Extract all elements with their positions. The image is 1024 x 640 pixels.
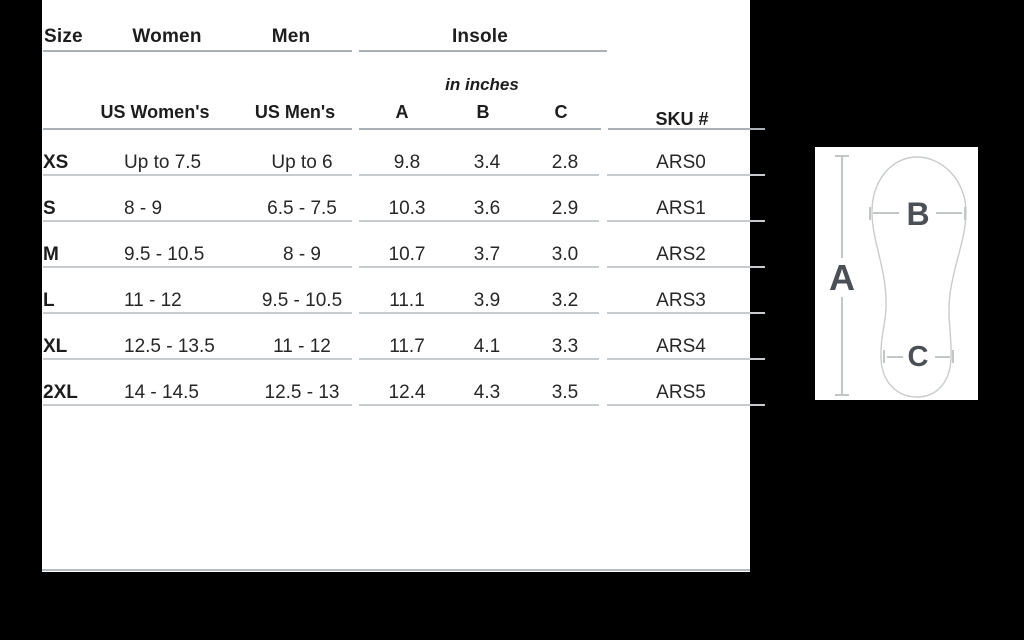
row-divider — [359, 404, 599, 406]
cell-c: 2.9 — [551, 198, 579, 219]
cell-women: Up to 7.5 — [124, 152, 202, 173]
row-divider — [607, 220, 765, 222]
header-rule-sku — [608, 128, 765, 130]
col-group-men: Men — [271, 26, 311, 47]
cell-b: 3.7 — [473, 244, 501, 265]
cell-sku: ARS3 — [656, 290, 706, 311]
row-divider — [43, 404, 352, 406]
col-header-c: C — [554, 102, 568, 122]
unit-note: in inches — [445, 75, 519, 94]
cell-women: 9.5 - 10.5 — [124, 244, 205, 265]
row-divider — [359, 312, 599, 314]
cell-women: 12.5 - 13.5 — [124, 336, 215, 357]
measure-b-right-tick — [964, 207, 966, 220]
cell-sku: ARS4 — [656, 336, 706, 357]
col-group-women: Women — [132, 26, 202, 47]
col-header-a: A — [395, 102, 409, 122]
size-chart-panel — [42, 0, 750, 572]
cell-a: 12.4 — [388, 382, 426, 403]
measure-b-left-tick — [869, 207, 871, 220]
cell-a: 9.8 — [393, 152, 421, 173]
row-divider — [43, 312, 352, 314]
panel-bottom-edge — [42, 569, 750, 571]
row-divider — [607, 358, 765, 360]
measure-a-line-upper — [841, 156, 843, 258]
group-header-rule-insole — [359, 50, 607, 52]
diagram-label-c: C — [907, 341, 929, 373]
cell-men: Up to 6 — [271, 152, 333, 173]
row-divider — [607, 174, 765, 176]
cell-sku: ARS1 — [656, 198, 706, 219]
row-divider — [43, 358, 352, 360]
row-divider — [359, 174, 599, 176]
cell-b: 4.1 — [473, 336, 501, 357]
cell-a: 10.7 — [388, 244, 426, 265]
row-divider — [359, 358, 599, 360]
header-rule-left — [43, 128, 352, 130]
cell-men: 11 - 12 — [273, 336, 331, 357]
cell-size: S — [43, 198, 56, 219]
measure-c-right-tick — [952, 350, 954, 363]
diagram-label-a: A — [829, 257, 855, 298]
col-header-b: B — [476, 102, 490, 122]
measure-c-left-dash — [887, 356, 903, 358]
cell-men: 12.5 - 13 — [264, 382, 340, 403]
measure-b-left-dash — [873, 212, 899, 214]
cell-c: 3.5 — [551, 382, 579, 403]
measure-c-left-tick — [883, 350, 885, 363]
measure-c-right-dash — [935, 356, 950, 358]
cell-women: 14 - 14.5 — [124, 382, 199, 403]
measure-a-bottom-cap — [835, 394, 849, 396]
group-header-rule-left — [43, 50, 352, 52]
cell-c: 3.0 — [551, 244, 579, 265]
insole-outline-icon — [871, 156, 967, 398]
row-divider — [359, 220, 599, 222]
row-divider — [43, 174, 352, 176]
cell-a: 11.7 — [389, 336, 425, 357]
cell-c: 3.2 — [551, 290, 579, 311]
cell-b: 3.4 — [473, 152, 501, 173]
cell-a: 11.1 — [389, 290, 425, 311]
cell-b: 4.3 — [473, 382, 501, 403]
row-divider — [359, 266, 599, 268]
cell-size: XS — [43, 152, 69, 173]
row-divider — [607, 266, 765, 268]
cell-men: 6.5 - 7.5 — [267, 198, 337, 219]
cell-sku: ARS0 — [656, 152, 706, 173]
col-header-us-mens: US Men's — [254, 102, 336, 122]
col-header-sku: SKU # — [655, 109, 709, 129]
cell-size: L — [43, 290, 55, 311]
row-divider — [43, 220, 352, 222]
col-header-us-womens: US Women's — [100, 102, 210, 122]
diagram-label-b: B — [906, 196, 930, 232]
row-divider — [607, 404, 765, 406]
cell-size: XL — [43, 336, 68, 357]
col-group-insole: Insole — [451, 26, 509, 47]
col-group-size: Size — [44, 26, 83, 47]
cell-men: 9.5 - 10.5 — [261, 290, 343, 311]
cell-c: 3.3 — [551, 336, 579, 357]
row-divider — [607, 312, 765, 314]
cell-b: 3.9 — [473, 290, 501, 311]
row-divider — [43, 266, 352, 268]
cell-sku: ARS5 — [656, 382, 706, 403]
measure-b-right-dash — [936, 212, 962, 214]
cell-a: 10.3 — [388, 198, 426, 219]
cell-size: M — [43, 244, 59, 265]
header-rule-insole — [359, 128, 601, 130]
cell-b: 3.6 — [473, 198, 501, 219]
cell-women: 11 - 12 — [124, 290, 182, 311]
cell-sku: ARS2 — [656, 244, 706, 265]
cell-women: 8 - 9 — [124, 198, 163, 219]
measure-a-line-lower — [841, 297, 843, 395]
cell-men: 8 - 9 — [282, 244, 322, 265]
cell-size: 2XL — [43, 382, 78, 403]
cell-c: 2.8 — [551, 152, 579, 173]
